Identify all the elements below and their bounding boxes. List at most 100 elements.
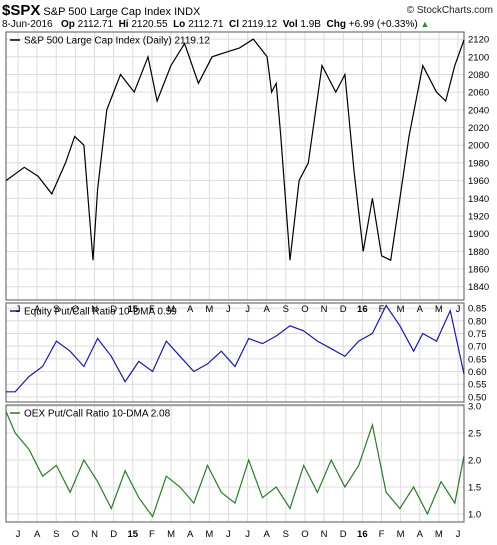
x-tick-label: M <box>397 529 405 540</box>
x-tick-label: J <box>456 529 461 540</box>
y-tick-label: 2040 <box>468 105 489 116</box>
volume-value: 1.9B <box>300 19 321 30</box>
x-tick-label: S <box>283 304 289 315</box>
y-tick-label: 0.85 <box>468 304 487 315</box>
x-tick-label: N <box>321 529 328 540</box>
x-tick-label: J <box>226 529 231 540</box>
y-tick-label: 0.75 <box>468 329 487 340</box>
x-tick-label: N <box>91 304 98 315</box>
y-tick-label: 0.80 <box>468 316 487 327</box>
x-tick-label: J <box>245 304 250 315</box>
y-tick-label: 1860 <box>468 265 489 276</box>
y-tick-label: 0.50 <box>468 392 487 403</box>
y-tick-label: 2020 <box>468 123 489 134</box>
x-tick-label: O <box>301 304 308 315</box>
x-tick-label: F <box>379 529 385 540</box>
legend-label: Equity Put/Call Ratio 10-DMA 0.59 <box>24 307 177 318</box>
x-tick-label: S <box>53 304 59 315</box>
legend-label: OEX Put/Call Ratio 10-DMA 2.08 <box>24 409 171 420</box>
y-tick-label: 2080 <box>468 70 489 81</box>
x-tick-label: A <box>417 529 424 540</box>
series-line <box>5 38 465 262</box>
y-tick-label: 2120 <box>468 35 489 46</box>
x-tick-label: D <box>110 529 117 540</box>
x-tick-label: N <box>321 304 328 315</box>
y-tick-label: 3.0 <box>468 402 481 413</box>
x-tick-label: M <box>167 529 175 540</box>
y-tick-label: 0.60 <box>468 367 487 378</box>
x-tick-label: M <box>205 304 213 315</box>
close-label: Cl <box>229 19 240 30</box>
panel-frame <box>5 31 465 301</box>
y-tick-label: 1.5 <box>468 482 481 493</box>
x-tick-label: F <box>149 304 155 315</box>
x-tick-label: M <box>435 304 443 315</box>
ticker-name: S&P 500 Large Cap Index <box>43 6 172 18</box>
y-tick-label: 1.0 <box>468 509 481 520</box>
x-tick-label: A <box>264 529 271 540</box>
y-tick-label: 1840 <box>468 282 489 293</box>
x-tick-label: A <box>187 304 194 315</box>
open-value: 2112.71 <box>77 19 114 30</box>
x-tick-label: O <box>72 304 79 315</box>
x-tick-label: M <box>435 529 443 540</box>
chart-panel-1: 1840 1860 1880 1900 1920 1940 1960 1980 2000 2020… <box>5 31 489 301</box>
watermark: © StockCharts.com <box>406 5 493 16</box>
close-value: 2119.12 <box>241 19 278 30</box>
y-tick-label: 2.0 <box>468 455 481 466</box>
ohlc-stats: 8-Jun-2016 Op 2112.71 Hi 2120.55 Lo 2112… <box>2 19 429 30</box>
x-tick-label: M <box>205 529 213 540</box>
chart-title: $SPX S&P 500 Large Cap Index INDX <box>2 2 200 19</box>
series-line <box>6 304 465 393</box>
y-tick-label: 2.5 <box>468 429 481 440</box>
x-tick-label: S <box>283 529 289 540</box>
x-tick-label: A <box>34 304 41 315</box>
ticker-symbol: $SPX <box>2 2 41 19</box>
low-value: 2112.71 <box>188 19 224 30</box>
change-label: Chg <box>326 19 346 30</box>
x-tick-label: A <box>417 304 424 315</box>
chart-panel-3: 1.0 1.5 2.0 2.5 3.0 OEX Put/Call Ratio 10-DMA… <box>5 402 481 523</box>
x-tick-label: J <box>456 304 461 315</box>
low-label: Lo <box>173 19 186 30</box>
x-tick-label: 15 <box>127 304 138 315</box>
change-value: +6.99 (+0.33%) <box>348 19 418 30</box>
y-tick-label: 1920 <box>468 211 489 222</box>
x-tick-label: D <box>110 304 117 315</box>
y-tick-label: 0.55 <box>468 380 487 391</box>
x-tick-label: J <box>226 304 231 315</box>
x-tick-label: O <box>301 529 308 540</box>
panel-frame <box>5 404 465 523</box>
y-tick-label: 1940 <box>468 194 489 205</box>
x-tick-label: J <box>16 304 21 315</box>
x-tick-label: M <box>167 304 175 315</box>
x-tick-label: M <box>397 304 405 315</box>
x-tick-label: J <box>16 529 21 540</box>
x-tick-label: J <box>245 529 250 540</box>
x-tick-label: A <box>264 304 271 315</box>
y-tick-label: 0.70 <box>468 342 487 353</box>
x-tick-label: A <box>187 529 194 540</box>
y-tick-label: 1960 <box>468 176 489 187</box>
ticker-exchange: INDX <box>174 6 201 18</box>
x-axis-labels-bottom: J A S O N D 15 F M A M J J A S O N D 16 F M A M J <box>16 529 461 540</box>
y-tick-label: 1980 <box>468 158 489 169</box>
x-tick-label: N <box>91 529 98 540</box>
high-label: Hi <box>118 19 129 30</box>
quote-date: 8-Jun-2016 <box>2 19 53 30</box>
x-tick-label: F <box>379 304 385 315</box>
x-axis-labels-top: J A S O N D 15 F M A M J J A S O N D 16 F M A M J <box>16 304 461 315</box>
x-tick-label: D <box>340 529 347 540</box>
x-tick-label: D <box>340 304 347 315</box>
y-tick-label: 2100 <box>468 52 489 63</box>
x-tick-label: A <box>34 529 41 540</box>
volume-label: Vol <box>282 19 298 30</box>
y-tick-label: 0.65 <box>468 354 487 365</box>
x-tick-label: 16 <box>357 529 368 540</box>
x-tick-label: 15 <box>127 529 138 540</box>
x-tick-label: F <box>149 529 155 540</box>
legend-label: S&P 500 Large Cap Index (Daily) 2119.12 <box>24 36 210 47</box>
triangle-up-icon: ▲ <box>420 19 430 29</box>
